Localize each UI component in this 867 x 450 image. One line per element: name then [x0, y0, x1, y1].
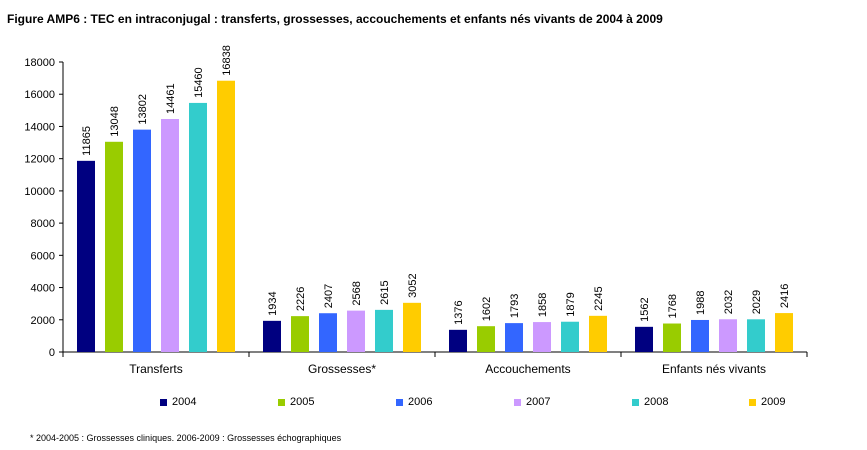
category-label: Transferts	[129, 362, 183, 376]
bar	[775, 313, 793, 352]
bar	[189, 102, 207, 352]
data-label: 2226	[295, 287, 307, 311]
legend-label: 2005	[290, 396, 315, 408]
bar	[347, 310, 365, 352]
data-label: 3052	[407, 273, 419, 297]
footnote: * 2004-2005 : Grossesses cliniques. 2006…	[30, 433, 342, 443]
legend-item: 2006	[396, 396, 432, 408]
chart-title: Figure AMP6 : TEC en intraconjugal : tra…	[7, 12, 663, 26]
legend-label: 2007	[526, 396, 551, 408]
bar	[161, 119, 179, 353]
y-tick-label: 4000	[31, 283, 55, 295]
y-tick-label: 2000	[31, 315, 55, 327]
data-label: 2416	[779, 284, 791, 308]
bar	[105, 141, 123, 352]
bar	[449, 329, 467, 352]
data-label: 1793	[509, 294, 521, 318]
y-tick-label: 8000	[31, 218, 55, 230]
bar	[663, 323, 681, 352]
category-label: Accouchements	[485, 362, 570, 376]
legend-label: 2006	[408, 396, 433, 408]
data-label: 2615	[379, 280, 391, 304]
bar	[217, 80, 235, 353]
bar	[505, 323, 523, 352]
bar	[747, 319, 765, 352]
legend-swatch	[278, 398, 285, 406]
bar-chart: 0 2000 4000 6000 8000 10000 12000 14000 16000 180…	[24, 45, 808, 376]
data-label: 1879	[565, 292, 577, 316]
y-tick-label: 0	[49, 347, 55, 359]
bar	[533, 322, 551, 352]
data-label: 2245	[593, 286, 605, 310]
data-label: 1562	[639, 297, 651, 321]
bar	[477, 326, 495, 352]
y-tick-label: 12000	[24, 154, 55, 166]
data-label: 1934	[267, 291, 279, 315]
category-label: Grossesses*	[308, 362, 376, 376]
bar	[561, 321, 579, 352]
bar	[403, 302, 421, 352]
y-tick-label: 14000	[24, 121, 55, 133]
y-tick-label: 16000	[24, 89, 55, 101]
legend-item: 2007	[514, 396, 550, 408]
legend-swatch	[749, 398, 756, 406]
data-label: 13048	[109, 106, 121, 137]
bar	[291, 316, 309, 352]
bar	[691, 319, 709, 352]
legend-swatch	[514, 398, 521, 406]
legend-swatch	[160, 398, 167, 406]
category-label: Enfants nés vivants	[662, 362, 766, 376]
legend-label: 2009	[761, 396, 786, 408]
data-label: 13802	[137, 94, 149, 125]
legend-item: 2008	[632, 396, 668, 408]
data-label: 1988	[695, 290, 707, 314]
legend-item: 2004	[160, 396, 196, 408]
chart-legend: 2004 2005 2006 2007 2008 2009	[0, 396, 867, 412]
bar	[375, 309, 393, 352]
data-label: 15460	[193, 67, 205, 98]
data-label: 16838	[221, 45, 233, 76]
legend-swatch	[396, 398, 403, 406]
bar	[635, 326, 653, 352]
data-label: 2032	[723, 290, 735, 314]
y-tick-label: 10000	[24, 186, 55, 198]
legend-item: 2005	[278, 396, 314, 408]
bar	[589, 315, 607, 352]
bar	[77, 160, 95, 352]
legend-item: 2009	[749, 396, 785, 408]
legend-label: 2008	[644, 396, 669, 408]
data-label: 2029	[751, 290, 763, 314]
bar	[719, 319, 737, 352]
data-label: 1768	[667, 294, 679, 318]
y-tick-label: 18000	[24, 57, 55, 69]
bar	[133, 129, 151, 352]
legend-label: 2004	[172, 396, 197, 408]
data-label: 11865	[81, 126, 93, 156]
y-tick-label: 6000	[31, 250, 55, 262]
bar	[263, 320, 281, 352]
data-label: 1858	[537, 293, 549, 317]
legend-swatch	[632, 398, 639, 406]
data-label: 2568	[351, 281, 363, 305]
bar	[319, 313, 337, 352]
data-label: 14461	[165, 83, 177, 114]
data-label: 1602	[481, 297, 493, 321]
data-label: 1376	[453, 300, 465, 324]
data-label: 2407	[323, 284, 335, 308]
